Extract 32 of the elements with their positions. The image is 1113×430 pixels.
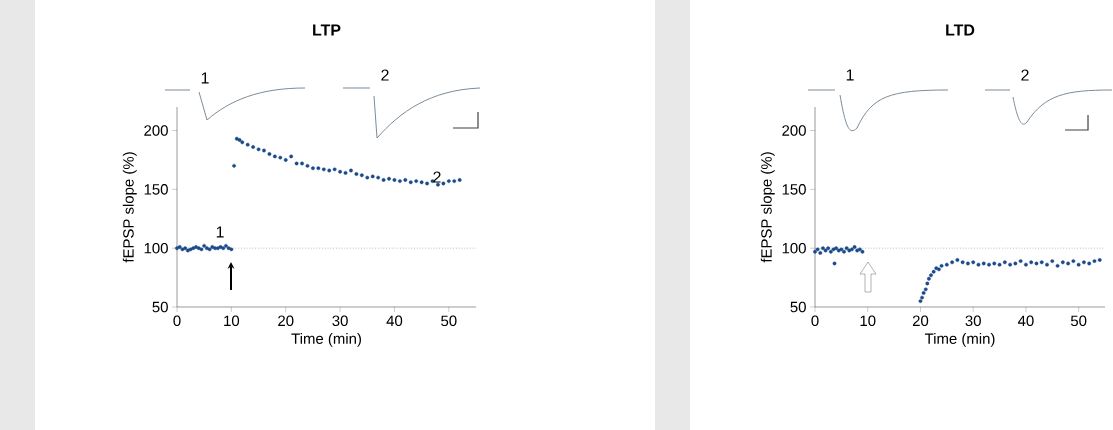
y-tick-label: 50 bbox=[790, 301, 806, 313]
x-axis-title: Time (min) bbox=[924, 332, 995, 347]
chart-title: LTP bbox=[313, 24, 341, 36]
text: 1 bbox=[846, 69, 854, 81]
annotation: 2 bbox=[433, 171, 441, 183]
y-tick-label: 150 bbox=[782, 184, 806, 195]
text: 1 bbox=[201, 72, 209, 84]
x-tick-label: 30 bbox=[332, 315, 348, 327]
x-axis-title: Time (min) bbox=[291, 332, 361, 347]
x-tick-label: 30 bbox=[965, 315, 981, 327]
x-tick-label: 50 bbox=[441, 315, 457, 327]
y-axis-title: fEPSP slope (%) bbox=[760, 152, 775, 263]
text: 2 bbox=[1021, 69, 1029, 81]
x-tick-label: 0 bbox=[173, 315, 181, 327]
x-tick-label: 20 bbox=[912, 315, 929, 327]
x-tick-label: 10 bbox=[224, 315, 240, 327]
x-tick-label: 20 bbox=[278, 315, 294, 327]
y-tick-label: 150 bbox=[144, 184, 168, 195]
y-tick-label: 50 bbox=[152, 301, 168, 313]
y-tick-label: 200 bbox=[782, 125, 806, 136]
y-tick-label: 200 bbox=[144, 125, 168, 136]
chart-title: LTD bbox=[946, 24, 975, 36]
x-tick-label: 40 bbox=[1017, 315, 1034, 327]
annotation: 1 bbox=[216, 226, 224, 238]
x-tick-label: 10 bbox=[860, 315, 876, 327]
x-tick-label: 0 bbox=[811, 315, 819, 327]
y-tick-label: 100 bbox=[782, 242, 806, 254]
x-tick-label: 40 bbox=[386, 315, 403, 327]
text: 2 bbox=[381, 69, 389, 81]
y-axis-title: fEPSP slope (%) bbox=[122, 152, 137, 263]
y-tick-label: 100 bbox=[144, 242, 168, 254]
x-tick-label: 50 bbox=[1070, 315, 1087, 327]
